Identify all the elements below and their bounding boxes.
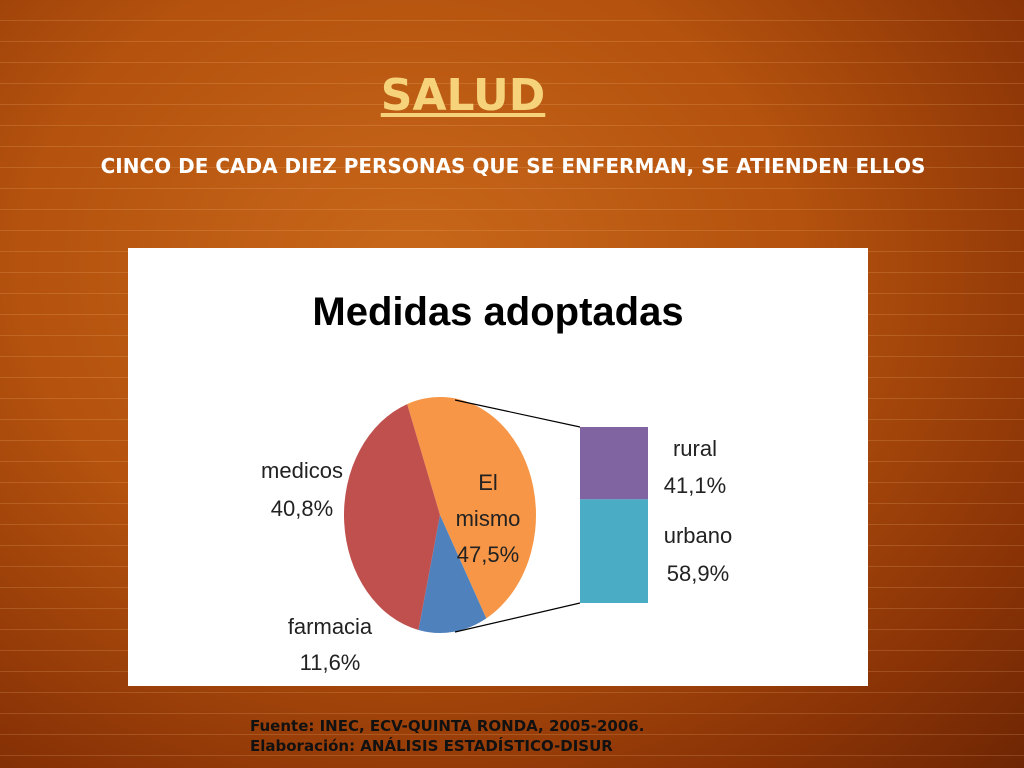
chart-title: Medidas adoptadas <box>312 290 683 334</box>
label-el-mismo-2: mismo <box>456 506 521 531</box>
source-note: Fuente: INEC, ECV-QUINTA RONDA, 2005-200… <box>250 716 644 756</box>
pie-slice-medicos <box>343 404 440 630</box>
value-rural: 41,1% <box>664 473 726 498</box>
label-farmacia: farmacia <box>288 614 373 639</box>
pie-slice-el-mismo <box>407 397 536 619</box>
value-medicos: 40,8% <box>271 496 333 521</box>
bar-segment-rural <box>580 427 648 500</box>
label-el-mismo-1: El <box>478 470 498 495</box>
label-rural: rural <box>673 436 717 461</box>
source-line-1: Fuente: INEC, ECV-QUINTA RONDA, 2005-200… <box>250 717 645 735</box>
value-farmacia: 11,6% <box>300 650 361 675</box>
value-urbano: 58,9% <box>667 561 729 586</box>
source-line-2: Elaboración: ANÁLISIS ESTADÍSTICO-DISUR <box>250 737 613 755</box>
slide-title: SALUD <box>380 70 546 121</box>
value-el-mismo: 47,5% <box>457 542 519 567</box>
bar-segment-urbano <box>580 499 648 603</box>
pie-slice-farmacia <box>418 515 487 633</box>
connector-top <box>454 399 581 428</box>
connector-bottom <box>454 602 581 633</box>
slide-subtitle: CINCO DE CADA DIEZ PERSONAS QUE SE ENFER… <box>100 154 926 178</box>
label-medicos: medicos <box>261 458 343 483</box>
label-urbano: urbano <box>664 523 733 548</box>
